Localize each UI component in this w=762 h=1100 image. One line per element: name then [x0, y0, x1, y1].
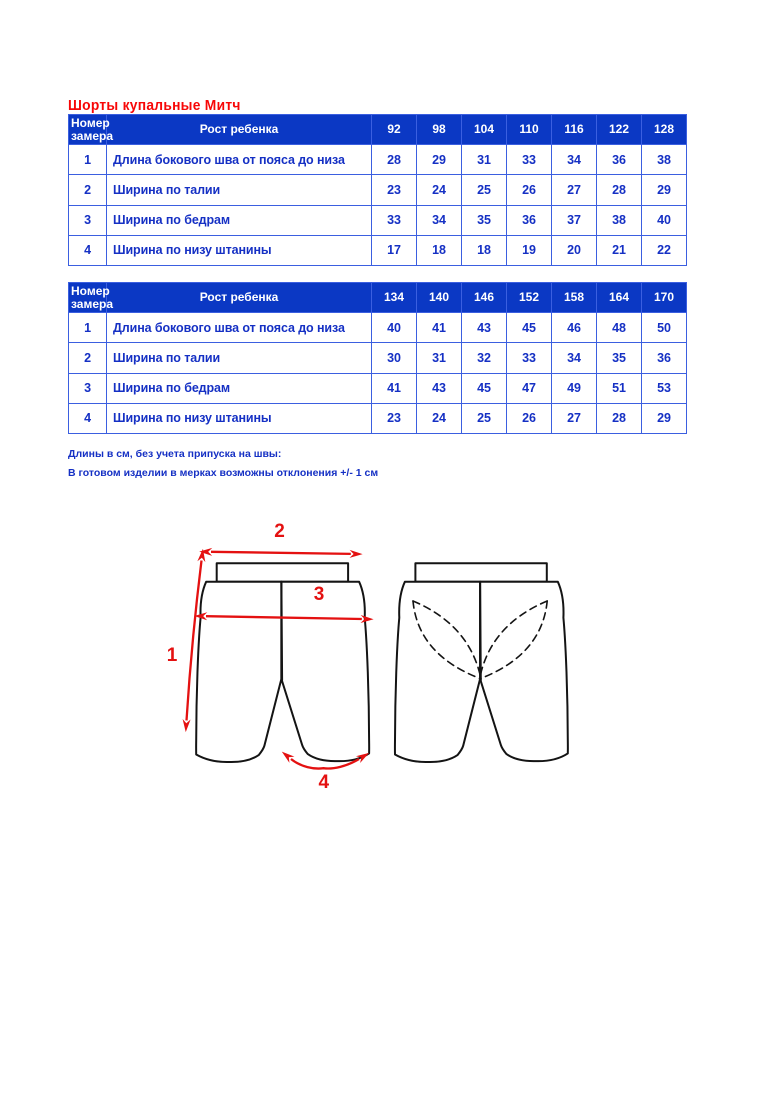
- svg-text:3: 3: [314, 584, 325, 605]
- svg-text:2: 2: [274, 521, 285, 542]
- svg-text:1: 1: [167, 645, 178, 666]
- svg-text:4: 4: [319, 772, 330, 793]
